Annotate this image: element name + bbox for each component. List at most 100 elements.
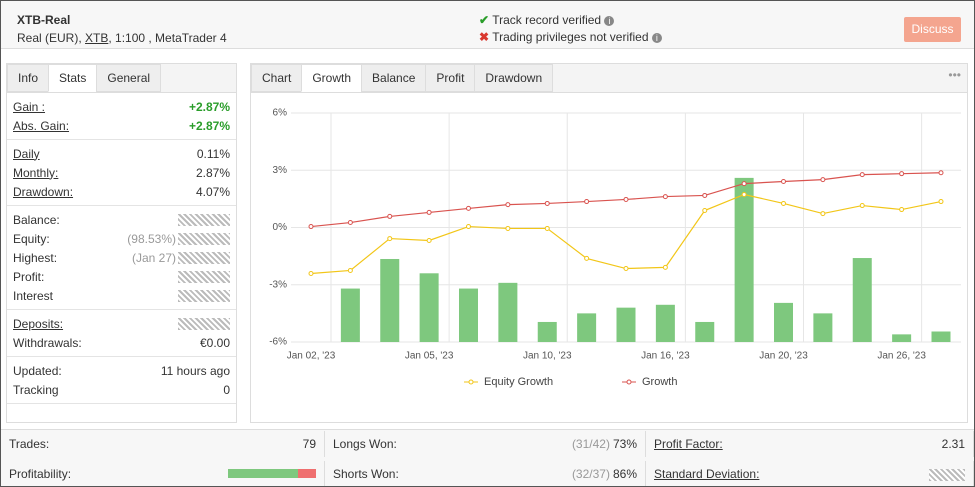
chart-panel: Chart Growth Balance Profit Drawdown ••• [250, 63, 968, 423]
chart: -6% -3% 0% 3% 6% Jan 02, '23 Jan 05, '23 Jan 10… [269, 108, 961, 388]
stat-label: Profit: [13, 269, 45, 284]
bottom-cell: Trades: 79 [1, 431, 325, 457]
bottom-prefix: (32/37) [571, 467, 610, 481]
left-tabs: Info Stats General [7, 64, 236, 93]
tab[interactable]: Balance [361, 64, 427, 92]
point [347, 267, 353, 273]
stat-value-text: €0.00 [199, 335, 230, 350]
bottom-label: Longs Won: [333, 437, 397, 451]
point [859, 203, 865, 209]
tab[interactable]: General [96, 64, 162, 92]
header: XTB-Real Real (EUR), XTB, 1:100 , MetaTr… [1, 1, 974, 49]
obscured-value [178, 271, 230, 284]
point [938, 170, 944, 176]
point [426, 209, 432, 215]
stat-label: Updated: [13, 363, 62, 378]
point [820, 211, 826, 217]
stat-group: Daily 0.11% Monthly: 2.87% Drawdown: 4.07% [7, 140, 236, 206]
stat-group: Gain : +2.87% Abs. Gain: +2.87% [7, 93, 236, 140]
bottom-cell: Standard Deviation: [646, 461, 974, 486]
stat-label: Highest: [13, 250, 58, 265]
bottom-cell: Longs Won: (31/42) 73% [325, 431, 646, 457]
stat-value [178, 289, 230, 303]
stat-row: Daily 0.11% [7, 144, 236, 163]
x-tick-label: Jan 16, '23 [641, 351, 690, 362]
stat-value-text: 0 [223, 382, 230, 397]
stat-row: Gain : +2.87% [7, 97, 236, 116]
obscured-value [178, 318, 230, 331]
tab[interactable]: Drawdown [474, 64, 554, 92]
stat-label: Equity: [13, 231, 50, 246]
stat-row: Highest: (Jan 27) [7, 248, 236, 267]
stat-row: Deposits: [7, 314, 236, 333]
obscured-value [929, 468, 965, 481]
bar [380, 258, 400, 342]
point [347, 220, 353, 226]
point [387, 213, 393, 219]
stat-value: €0.00 [200, 336, 230, 350]
point [387, 236, 393, 242]
point [859, 172, 865, 178]
verified-text: Track record verified [492, 13, 602, 27]
x-tick-label: Jan 10, '23 [523, 351, 572, 362]
stat-group: Deposits: Withdrawals: €0.00 [7, 310, 236, 357]
bottom-label: Standard Deviation: [654, 467, 760, 481]
stat-value: 4.07% [196, 185, 230, 199]
bottom-label: Profitability: [9, 467, 72, 481]
y-tick-label: 3% [273, 165, 288, 176]
stat-label: Daily [13, 146, 40, 161]
point [584, 199, 590, 205]
account-name: XTB-Real [17, 13, 71, 27]
bottom-label: Trades: [9, 437, 50, 451]
stat-row: Abs. Gain: +2.87% [7, 116, 236, 135]
series-line [310, 193, 942, 275]
stat-row: Updated: 11 hours ago [7, 361, 236, 380]
stat-row: Withdrawals: €0.00 [7, 333, 236, 352]
tab[interactable]: Info [7, 64, 50, 92]
bottom-prefix: (31/42) [571, 437, 610, 451]
stat-label: Monthly: [13, 165, 59, 180]
stat-value [178, 270, 230, 284]
legend-label: Equity Growth [484, 376, 553, 388]
bottom-label: Shorts Won: [333, 467, 399, 481]
stat-value: (98.53%) [127, 232, 230, 246]
x-tick-label: Jan 26, '23 [877, 351, 926, 362]
bottom-value: 2.31 [942, 437, 965, 451]
point [544, 225, 550, 231]
verified: ✔ Track record verified i [479, 13, 615, 27]
point [820, 177, 826, 183]
stat-row: Equity: (98.53%) [7, 229, 236, 248]
x-tick-label: Jan 02, '23 [287, 351, 336, 362]
stat-value: 0 [223, 383, 230, 397]
legend-marker [626, 379, 632, 385]
stat-group: Updated: 11 hours ago Tracking 0 [7, 357, 236, 404]
bar [931, 331, 951, 342]
stat-value-text: +2.87% [188, 99, 230, 114]
bar [459, 288, 478, 342]
stat-label: Abs. Gain: [13, 118, 70, 133]
point [426, 237, 432, 243]
bar [655, 304, 675, 342]
tab[interactable]: Chart [251, 64, 303, 92]
legend-marker [468, 379, 474, 385]
point [308, 270, 314, 276]
obscured-value [178, 290, 230, 303]
tab[interactable]: Growth [301, 64, 363, 92]
broker-link[interactable]: XTB [85, 31, 109, 45]
point [662, 194, 668, 200]
tab[interactable]: Stats [48, 64, 98, 92]
bottom-value-text: 2.31 [941, 437, 965, 451]
bar [498, 282, 518, 342]
stat-row: Profit: [7, 267, 236, 286]
discuss-button[interactable]: Discuss [904, 17, 961, 42]
bar [813, 313, 833, 342]
bar [340, 288, 360, 342]
bottom-value: (31/42) 73% [572, 437, 637, 451]
not-verified-text: Trading privileges not verified [492, 30, 649, 44]
bottom-label: Profit Factor: [654, 437, 723, 451]
stat-value: 0.11% [197, 147, 230, 161]
menu-dots[interactable]: ••• [948, 68, 961, 82]
stat-value-text: 2.87% [195, 165, 230, 180]
bar [734, 177, 754, 342]
